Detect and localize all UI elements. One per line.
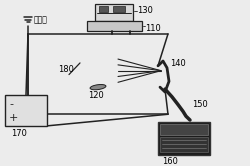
Bar	[113, 6, 125, 12]
Bar	[160, 136, 208, 152]
Bar	[99, 6, 108, 12]
Bar	[160, 124, 208, 135]
Ellipse shape	[90, 84, 106, 90]
Text: -: -	[9, 99, 13, 109]
Bar	[87, 21, 142, 31]
Text: 130: 130	[137, 6, 153, 15]
Text: 110: 110	[145, 24, 161, 33]
Text: 接地极: 接地极	[34, 15, 48, 24]
Text: +: +	[9, 113, 18, 123]
Text: 180: 180	[58, 65, 74, 74]
Text: 160: 160	[162, 157, 178, 166]
Bar	[95, 4, 133, 21]
Text: 170: 170	[11, 129, 27, 138]
Text: 140: 140	[170, 59, 186, 68]
Text: 120: 120	[88, 91, 104, 100]
Text: 150: 150	[192, 100, 208, 109]
Bar	[5, 95, 47, 126]
Bar	[158, 122, 210, 155]
